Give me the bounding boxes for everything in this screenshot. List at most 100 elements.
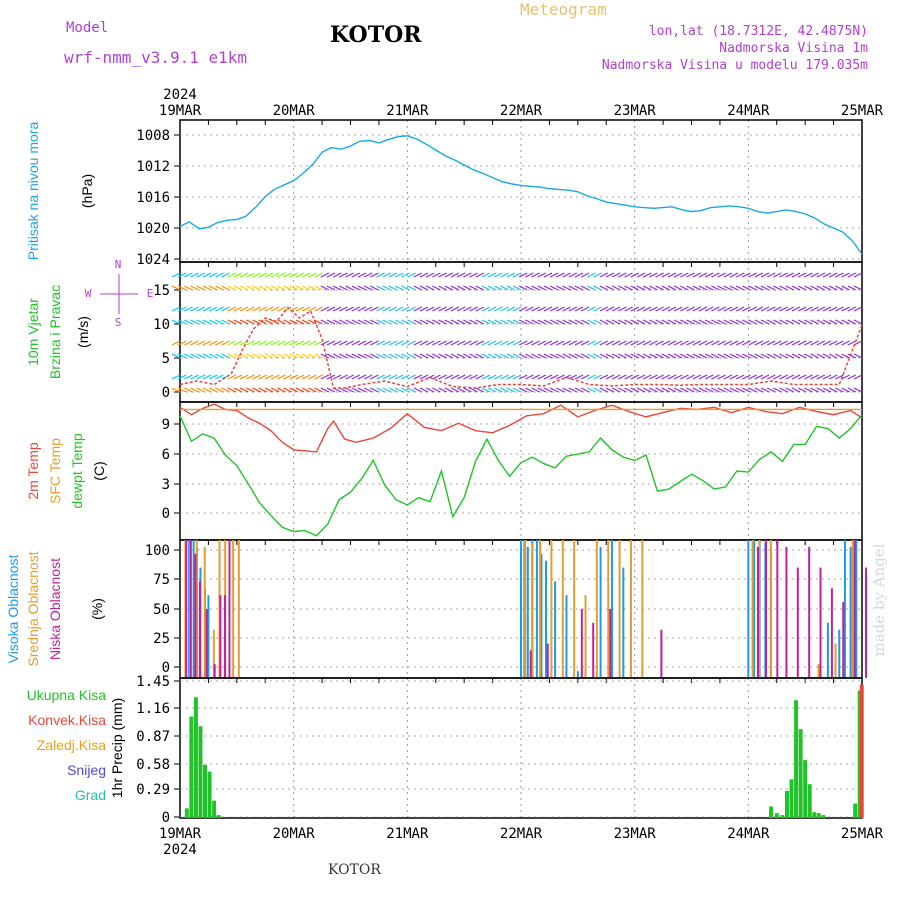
wind-barb — [332, 285, 342, 291]
wind-barb — [835, 306, 844, 312]
wind-barb — [785, 353, 795, 359]
wind-barb — [345, 387, 354, 393]
wind-barb — [357, 285, 367, 291]
wind-barb — [593, 272, 602, 278]
wind-barb — [630, 285, 640, 291]
wind-barb — [332, 272, 342, 278]
wind-barb — [717, 285, 726, 291]
wind-barb — [735, 306, 745, 312]
top-day-label: 25MAR — [841, 103, 884, 119]
wind-barb — [258, 340, 268, 346]
wind-barb — [190, 306, 199, 312]
wind-barb — [531, 387, 540, 393]
wind-barb — [264, 272, 274, 278]
wind-barb — [624, 353, 633, 359]
wind-barb — [264, 319, 274, 325]
wind-barb — [500, 319, 509, 325]
wind-barb — [363, 272, 373, 278]
wind-barb — [407, 285, 416, 291]
wind-barb — [766, 272, 776, 278]
bar-ukupna-kisa — [184, 808, 189, 818]
wind-barb — [704, 306, 714, 312]
wind-barb — [649, 387, 658, 393]
wind-barb — [456, 374, 466, 380]
wind-barb — [661, 353, 671, 359]
wind-barb — [345, 285, 354, 291]
wind-barb — [500, 272, 509, 278]
wind-barb — [537, 285, 547, 291]
wind-barb — [277, 340, 286, 346]
wind-barb — [221, 387, 230, 393]
wind-barb — [289, 340, 299, 346]
wind-barb — [295, 374, 305, 380]
wind-barb — [636, 319, 646, 325]
wind-barb — [649, 374, 658, 380]
wind-barb — [593, 374, 602, 380]
wind-barb — [345, 340, 354, 346]
wind-barb — [847, 285, 857, 291]
wind-barb — [413, 319, 423, 325]
wind-barb — [525, 272, 534, 278]
wind-barb — [667, 306, 677, 312]
wind-barb — [574, 340, 584, 346]
wind-barb — [618, 374, 627, 380]
wind-barb — [425, 387, 435, 393]
wind-barb — [450, 272, 460, 278]
wind-barb — [847, 353, 857, 359]
wind-barb — [332, 353, 342, 359]
bottom-day-label: 23MAR — [614, 826, 657, 842]
wind-barb — [580, 272, 590, 278]
wind-barb — [797, 272, 807, 278]
wind-barb — [537, 353, 547, 359]
wind-barb — [258, 272, 268, 278]
wind-barb — [655, 374, 664, 380]
wind-barb — [394, 272, 404, 278]
wind-barb — [506, 374, 516, 380]
wind-barb — [785, 285, 795, 291]
wind-barb — [494, 387, 503, 393]
wind-barb — [425, 272, 435, 278]
wind-barb — [438, 374, 447, 380]
wind-barb — [804, 272, 813, 278]
wind-barb — [686, 285, 695, 291]
wind-barb — [673, 285, 683, 291]
wind-barb — [326, 374, 336, 380]
wind-barb — [587, 374, 596, 380]
wind-barb — [773, 285, 782, 291]
wind-barb — [326, 306, 336, 312]
wind-barb — [711, 340, 720, 346]
bar-srednja-oblacnost — [237, 540, 240, 678]
wind-barb — [791, 319, 801, 325]
wind-barb — [729, 319, 739, 325]
wind-barb — [308, 306, 317, 312]
cloud-ytick-label: 25 — [153, 631, 170, 647]
wind-barb — [797, 387, 807, 393]
wind-barb — [215, 306, 224, 312]
wind-barb — [270, 374, 280, 380]
wind-barb — [295, 319, 305, 325]
wind-barb — [810, 387, 819, 393]
wind-barb — [773, 353, 782, 359]
wind-barb — [525, 374, 534, 380]
wind-barb — [444, 340, 454, 346]
wind-barb — [351, 306, 361, 312]
wind-barb — [444, 285, 454, 291]
bar-niska-oblacnost — [198, 581, 201, 678]
wind-barb — [853, 374, 863, 380]
wind-barb — [624, 387, 633, 393]
wind-barb — [208, 285, 218, 291]
wind-barb — [394, 306, 404, 312]
wind-barb — [599, 319, 609, 325]
wind-barb — [308, 374, 317, 380]
wind-barb — [308, 353, 317, 359]
wind-barb — [642, 319, 652, 325]
precip-legend-konvek-kisa: Konvek.Kisa — [28, 712, 106, 728]
wind-barb — [481, 353, 491, 359]
wind-barb — [630, 306, 640, 312]
wind-barb — [500, 353, 509, 359]
wind-barb — [667, 272, 677, 278]
wind-barb — [320, 387, 330, 393]
bar-niska-oblacnost — [228, 540, 231, 678]
wind-barb — [481, 272, 491, 278]
wind-barb — [835, 272, 844, 278]
